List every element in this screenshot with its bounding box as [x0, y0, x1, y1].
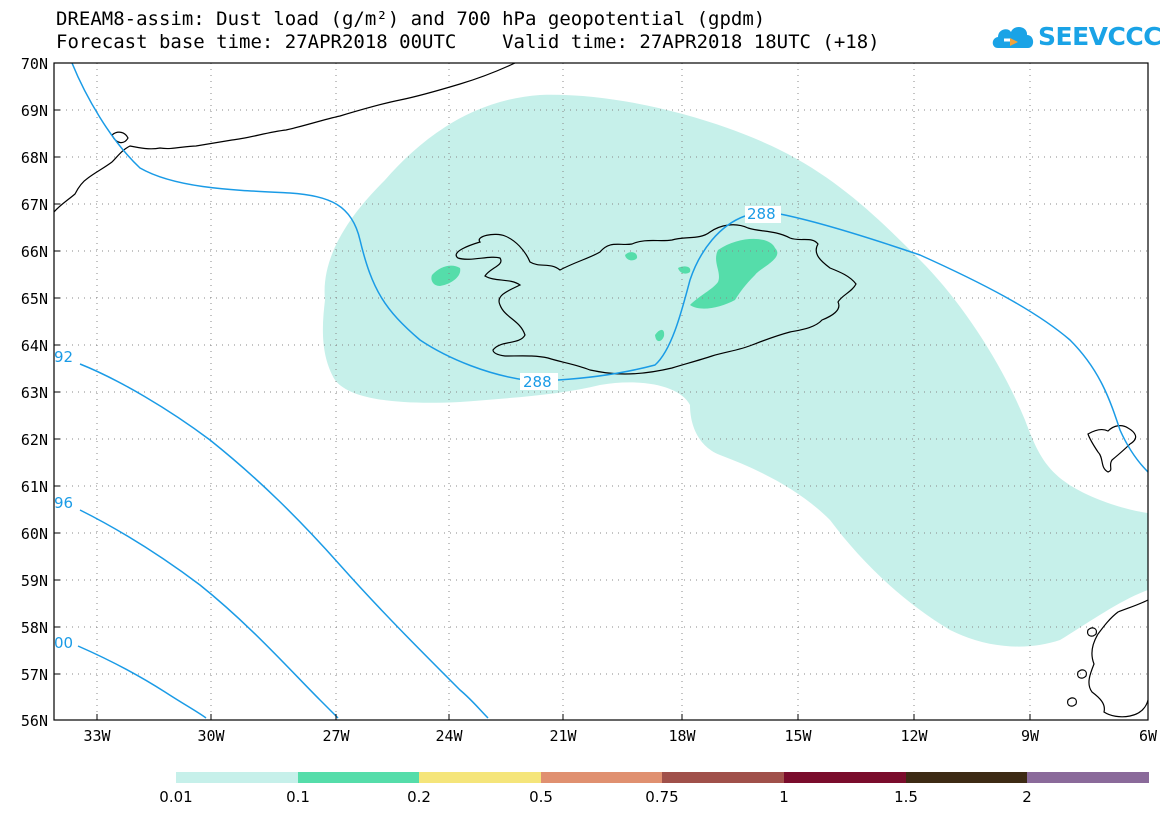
colorbar-swatch — [1027, 772, 1149, 783]
geopotential-contours — [71, 62, 1149, 719]
logo-text: SEEVCCC — [1038, 22, 1162, 51]
colorbar-swatch — [540, 772, 663, 783]
lon-label: 21W — [549, 727, 577, 745]
lat-label: 68N — [21, 149, 48, 167]
contour-292 — [79, 363, 489, 719]
lon-label: 18W — [668, 727, 696, 745]
colorbar-tick-label: 1.5 — [894, 788, 918, 806]
chart-title: DREAM8-assim: Dust load (g/m²) and 700 h… — [56, 8, 766, 30]
colorbar-swatch — [662, 772, 784, 783]
lat-label: 60N — [21, 525, 48, 543]
colorbar-swatch — [176, 772, 298, 783]
lon-label: 12W — [900, 727, 928, 745]
lat-label: 61N — [21, 478, 48, 496]
colorbar-tick-label: 0.01 — [159, 788, 193, 806]
contour-288 — [71, 62, 526, 381]
colorbar-swatch — [783, 772, 906, 783]
lat-label: 64N — [21, 337, 48, 355]
contour-300 — [77, 645, 207, 719]
lat-label: 57N — [21, 666, 48, 684]
lat-labels: 70N 69N 68N 67N 66N 65N 64N 63N 62N 61N … — [21, 55, 48, 730]
contour-288 — [779, 213, 1149, 473]
dust-area-patch — [625, 252, 638, 261]
dust-area-low — [322, 94, 1148, 647]
dust-area-patch — [690, 238, 778, 309]
colorbar-tick-label: 1 — [779, 788, 789, 806]
coastlines — [53, 62, 1149, 718]
contour-label: 00 — [54, 634, 73, 652]
cloud-icon — [992, 26, 1034, 48]
contour-288 — [557, 215, 746, 381]
colorbar-tick-label: 0.1 — [286, 788, 310, 806]
greenland-coastline — [53, 62, 516, 213]
contour-label: 92 — [54, 348, 73, 366]
faroe-coastline — [1087, 425, 1137, 473]
lat-label: 65N — [21, 290, 48, 308]
lon-label: 27W — [322, 727, 350, 745]
colorbar-swatch — [905, 772, 1028, 783]
lat-label: 59N — [21, 572, 48, 590]
colorbar-swatch — [419, 772, 541, 783]
lon-label: 24W — [435, 727, 463, 745]
lon-label: 6W — [1139, 727, 1158, 745]
colorbar-swatch — [297, 772, 420, 783]
lat-ticks — [54, 62, 60, 721]
dust-area-patch — [431, 265, 461, 286]
contour-296 — [79, 509, 339, 719]
seevccc-logo: SEEVCCC — [990, 18, 1162, 58]
lon-labels: 33W 30W 27W 24W 21W 18W 15W 12W 9W 6W — [83, 727, 1158, 745]
contour-label-box — [520, 373, 558, 390]
chart-subtitle: Forecast base time: 27APR2018 00UTC Vali… — [56, 31, 880, 53]
lon-label: 30W — [197, 727, 225, 745]
lon-ticks — [96, 714, 1031, 720]
lat-label: 63N — [21, 384, 48, 402]
lon-label: 9W — [1021, 727, 1040, 745]
contour-label: 288 — [523, 373, 552, 391]
lon-label: 15W — [784, 727, 812, 745]
lat-label: 67N — [21, 196, 48, 214]
lat-label: 70N — [21, 55, 48, 73]
colorbar — [176, 772, 1149, 783]
iceland-coastline — [455, 224, 857, 375]
lat-label: 56N — [21, 712, 48, 730]
contour-label: 96 — [54, 494, 73, 512]
dust-area-patch — [655, 329, 665, 342]
scotland-coastline — [1088, 599, 1149, 718]
lat-label: 69N — [21, 102, 48, 120]
lon-label: 33W — [83, 727, 111, 745]
colorbar-tick-label: 2 — [1022, 788, 1032, 806]
colorbar-tick-label: 0.5 — [529, 788, 553, 806]
colorbar-tick-label: 0.2 — [407, 788, 431, 806]
contour-label: 288 — [747, 205, 776, 223]
lat-label: 62N — [21, 431, 48, 449]
dust-area-patch — [678, 266, 691, 274]
lat-label: 66N — [21, 243, 48, 261]
colorbar-tick-label: 0.75 — [645, 788, 679, 806]
contour-label-box — [745, 206, 781, 223]
lat-label: 58N — [21, 619, 48, 637]
